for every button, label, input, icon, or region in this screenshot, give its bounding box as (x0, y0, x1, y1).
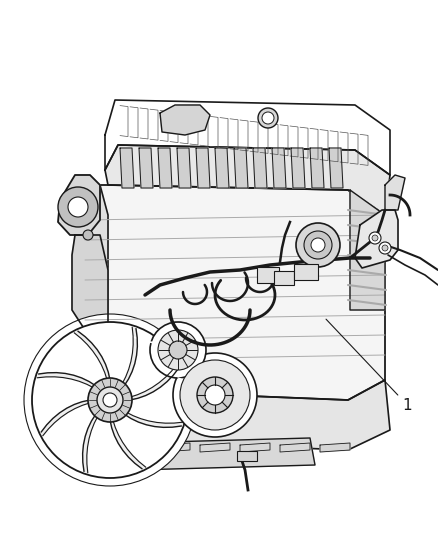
Circle shape (180, 360, 250, 430)
Polygon shape (234, 148, 248, 188)
Polygon shape (215, 148, 229, 188)
Polygon shape (385, 175, 405, 210)
Circle shape (382, 245, 388, 251)
Polygon shape (158, 148, 172, 188)
Polygon shape (291, 148, 305, 188)
Polygon shape (177, 148, 191, 188)
Polygon shape (74, 331, 110, 380)
Polygon shape (160, 105, 210, 135)
Polygon shape (124, 412, 183, 427)
Circle shape (24, 314, 196, 486)
Polygon shape (72, 235, 108, 330)
Circle shape (103, 393, 117, 407)
Circle shape (379, 242, 391, 254)
Circle shape (32, 322, 188, 478)
Circle shape (169, 341, 187, 359)
Circle shape (83, 230, 93, 240)
Circle shape (88, 378, 132, 422)
Polygon shape (83, 414, 98, 473)
Polygon shape (85, 185, 385, 400)
Polygon shape (37, 373, 96, 388)
Polygon shape (85, 365, 390, 450)
Polygon shape (120, 443, 150, 452)
Polygon shape (110, 420, 146, 469)
Polygon shape (105, 100, 390, 175)
Polygon shape (105, 145, 390, 215)
FancyBboxPatch shape (257, 267, 279, 283)
Polygon shape (85, 185, 108, 390)
Circle shape (262, 112, 274, 124)
Circle shape (158, 330, 198, 370)
Text: 1: 1 (326, 319, 412, 413)
Circle shape (150, 322, 206, 378)
Polygon shape (196, 148, 210, 188)
FancyBboxPatch shape (274, 271, 294, 285)
Circle shape (97, 387, 123, 413)
Polygon shape (240, 443, 270, 452)
Circle shape (372, 235, 378, 241)
Polygon shape (280, 443, 310, 452)
Polygon shape (350, 190, 385, 310)
Polygon shape (329, 148, 343, 188)
FancyBboxPatch shape (294, 264, 318, 280)
FancyBboxPatch shape (237, 451, 257, 461)
Polygon shape (320, 443, 350, 452)
Polygon shape (355, 210, 398, 268)
Circle shape (68, 197, 88, 217)
Polygon shape (272, 148, 286, 188)
Polygon shape (253, 148, 267, 188)
Polygon shape (130, 438, 315, 470)
Circle shape (258, 108, 278, 128)
Circle shape (311, 238, 325, 252)
Circle shape (197, 377, 233, 413)
Polygon shape (120, 148, 134, 188)
Polygon shape (122, 327, 138, 386)
Circle shape (58, 187, 98, 227)
Polygon shape (130, 365, 179, 400)
Polygon shape (58, 175, 100, 235)
Circle shape (205, 385, 225, 405)
Circle shape (296, 223, 340, 267)
Polygon shape (139, 148, 153, 188)
Circle shape (173, 353, 257, 437)
Polygon shape (41, 400, 90, 435)
Circle shape (369, 232, 381, 244)
Polygon shape (200, 443, 230, 452)
Polygon shape (310, 148, 324, 188)
Polygon shape (160, 443, 190, 452)
Circle shape (304, 231, 332, 259)
